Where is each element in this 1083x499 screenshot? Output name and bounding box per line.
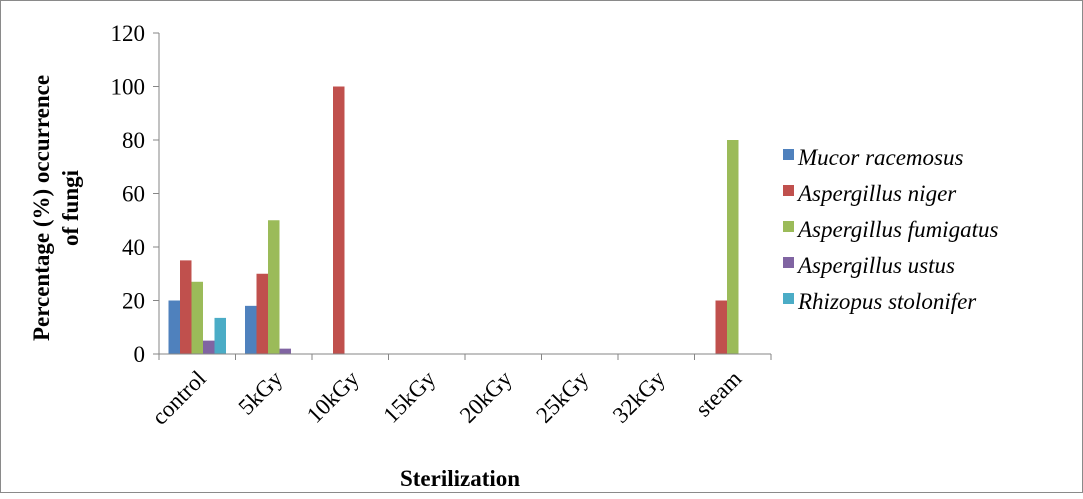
legend-swatch	[783, 185, 794, 196]
bars-group	[168, 86, 739, 354]
bar	[168, 300, 180, 354]
y-axis-title-line2: of fungi	[58, 169, 83, 246]
bar	[191, 281, 203, 354]
legend-label: Rhizopus stolonifer	[797, 289, 977, 314]
bar	[214, 317, 226, 354]
bar	[727, 140, 739, 354]
x-tick-labels: control 5kGy 10kGy 15kGy 20kGy 25kGy 32kGy stea…	[147, 366, 746, 430]
y-tick-label: 40	[122, 235, 145, 260]
y-tick-label: 60	[122, 182, 145, 207]
x-tick-label: 20kGy	[455, 366, 517, 428]
legend-label: Aspergillus fumigatus	[796, 217, 998, 242]
legend-label: Aspergillus ustus	[796, 253, 955, 278]
bar	[333, 86, 345, 354]
bar	[268, 220, 280, 354]
x-tick-label: steam	[691, 366, 747, 422]
legend: Mucor racemosus Aspergillus niger Aspergil…	[783, 145, 998, 314]
legend-swatch	[783, 293, 794, 304]
legend-label: Aspergillus niger	[796, 181, 957, 206]
y-tick-label: 20	[122, 289, 145, 314]
x-tick-label: 15kGy	[378, 366, 440, 428]
bar	[180, 260, 192, 354]
y-tick-label: 80	[122, 128, 145, 153]
y-tick-labels: 0 20 40 60 80 100 120	[111, 21, 146, 367]
bar	[256, 273, 268, 354]
bar	[203, 340, 215, 354]
y-axis-title-line1: Percentage (%) occurrence	[29, 75, 54, 341]
x-tick-label: control	[147, 366, 211, 430]
legend-swatch	[783, 257, 794, 268]
y-tick-label: 0	[134, 342, 146, 367]
x-axis-title: Sterilization	[400, 466, 520, 491]
x-tick-label: 32kGy	[608, 366, 670, 428]
y-tick-label: 120	[111, 21, 146, 46]
bar	[245, 305, 257, 354]
x-tick-label: 5kGy	[233, 366, 287, 420]
y-tick-label: 100	[111, 75, 146, 100]
x-tick-label: 25kGy	[531, 366, 593, 428]
legend-swatch	[783, 149, 794, 160]
axes-group	[153, 32, 772, 360]
bar	[715, 300, 727, 354]
x-tick-label: 10kGy	[302, 366, 364, 428]
legend-label: Mucor racemosus	[797, 145, 963, 170]
legend-swatch	[783, 221, 794, 232]
bar	[279, 348, 291, 354]
